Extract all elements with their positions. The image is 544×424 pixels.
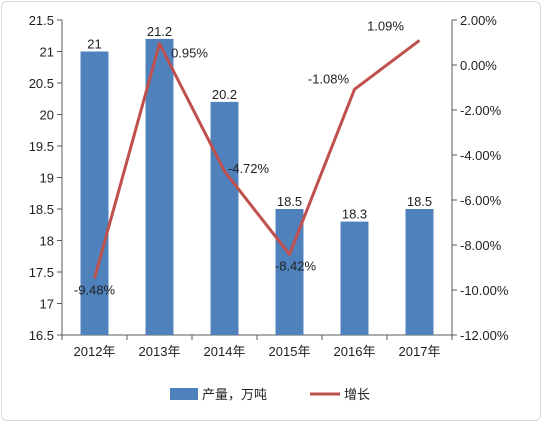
left-tick-label: 21.5 — [29, 13, 54, 28]
right-tick-label: 2.00% — [460, 13, 497, 28]
line-value-label: -4.72% — [228, 161, 270, 176]
left-tick-label: 21 — [40, 45, 54, 60]
bar — [405, 209, 434, 335]
bar-value-label: 21 — [87, 37, 101, 52]
left-tick-label: 18.5 — [29, 202, 54, 217]
line-value-label: -9.48% — [74, 282, 116, 297]
line-series — [93, 39, 421, 279]
bar — [80, 51, 109, 335]
x-tick-label: 2013年 — [139, 344, 181, 359]
axes: 21.5 21 20.5 20 19.5 19 18.5 18 17.5 17 16.5 2.00% 0… — [29, 13, 509, 359]
bar-series — [80, 38, 434, 336]
right-tick-label: -10.00% — [460, 283, 509, 298]
bar — [145, 38, 174, 336]
left-tick-label: 16.5 — [29, 328, 54, 343]
right-tick-label: -6.00% — [460, 193, 502, 208]
left-tick-label: 20.5 — [29, 76, 54, 91]
x-tick-label: 2016年 — [334, 344, 376, 359]
line-value-label: -8.42% — [275, 258, 317, 273]
legend-bar-swatch — [170, 388, 198, 400]
bar — [340, 221, 369, 335]
growth-line — [93, 39, 421, 279]
x-tick-label: 2017年 — [399, 344, 441, 359]
legend-bar-label: 产量，万吨 — [202, 387, 267, 402]
legend: 产量，万吨 增长 — [170, 387, 370, 402]
right-tick-label: -8.00% — [460, 238, 502, 253]
x-tick-label: 2012年 — [74, 344, 116, 359]
data-labels: 21 21.2 20.2 18.5 18.3 18.5 -9.48% 0.95% -4.72% -… — [74, 18, 432, 297]
bar — [210, 101, 239, 336]
bar-value-label: 18.5 — [407, 194, 432, 209]
line-value-label: 1.09% — [367, 18, 404, 33]
left-tick-label: 19.5 — [29, 139, 54, 154]
left-tick-label: 17 — [40, 297, 54, 312]
right-tick-label: 0.00% — [460, 58, 497, 73]
right-tick-label: -2.00% — [460, 103, 502, 118]
bar-value-label: 18.5 — [277, 194, 302, 209]
left-tick-label: 18 — [40, 234, 54, 249]
bar-value-label: 20.2 — [212, 87, 237, 102]
left-tick-label: 19 — [40, 171, 54, 186]
bar-value-label: 21.2 — [147, 24, 172, 39]
line-value-label: -1.08% — [308, 71, 350, 86]
right-tick-label: -12.00% — [460, 328, 509, 343]
right-tick-label: -4.00% — [460, 148, 502, 163]
left-tick-label: 20 — [40, 108, 54, 123]
bar-value-label: 18.3 — [342, 207, 367, 222]
legend-line-label: 增长 — [344, 387, 370, 402]
left-tick-label: 17.5 — [29, 265, 54, 280]
x-tick-label: 2014年 — [204, 344, 246, 359]
line-value-label: 0.95% — [171, 46, 208, 61]
x-tick-label: 2015年 — [269, 344, 311, 359]
